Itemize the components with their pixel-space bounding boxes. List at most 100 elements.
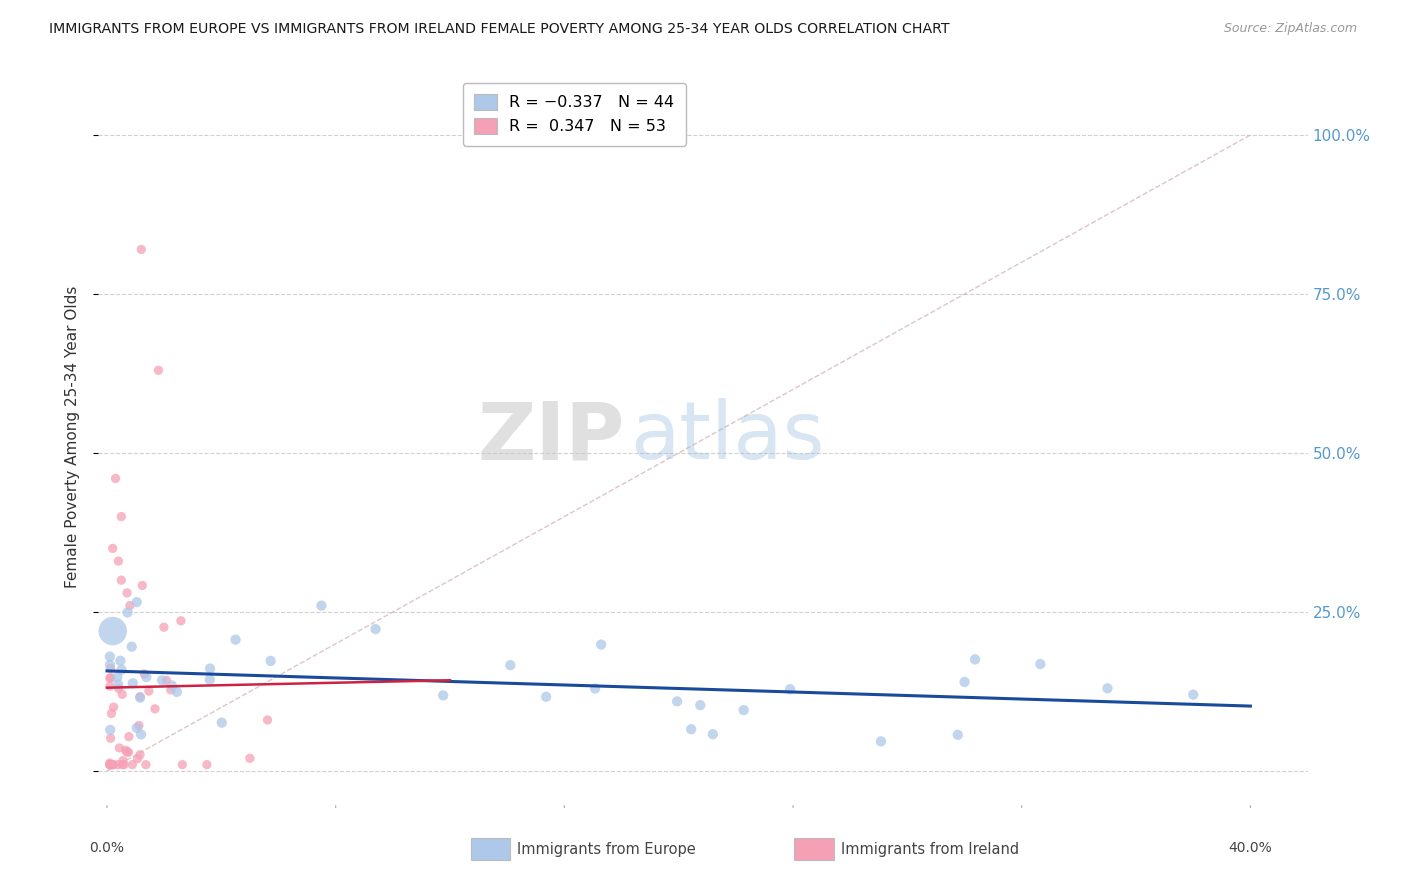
Point — [153, 620, 176, 634]
Text: atlas: atlas — [630, 398, 825, 476]
Point — [115, 745, 138, 759]
Point — [125, 595, 148, 609]
Text: 0.0%: 0.0% — [90, 841, 125, 855]
Point — [103, 700, 125, 714]
Point — [101, 541, 124, 556]
Point — [138, 684, 160, 698]
Point — [172, 757, 194, 772]
Point — [160, 678, 183, 692]
Point — [98, 671, 121, 685]
Point — [134, 667, 156, 681]
Point — [129, 727, 152, 741]
Point — [148, 363, 170, 377]
Point — [100, 671, 122, 685]
Point — [108, 740, 131, 755]
Point — [364, 622, 387, 636]
Point — [107, 681, 129, 696]
Text: 40.0%: 40.0% — [1229, 841, 1272, 855]
Point — [100, 757, 122, 772]
Point — [259, 654, 281, 668]
Point — [129, 690, 152, 705]
Point — [101, 624, 124, 638]
Point — [733, 703, 755, 717]
Text: Immigrants from Europe: Immigrants from Europe — [517, 842, 696, 856]
Point — [110, 663, 132, 677]
Point — [103, 757, 125, 772]
Point — [115, 586, 138, 600]
Point — [499, 658, 522, 673]
Point — [1182, 688, 1205, 702]
Point — [104, 471, 127, 485]
Point — [127, 752, 149, 766]
Point — [98, 757, 121, 772]
Point — [107, 677, 129, 691]
Point — [311, 599, 333, 613]
Point — [98, 649, 121, 664]
Point — [118, 599, 141, 613]
Point — [111, 757, 134, 772]
Point — [118, 730, 141, 744]
Y-axis label: Female Poverty Among 25-34 Year Olds: Female Poverty Among 25-34 Year Olds — [65, 286, 80, 588]
Text: Source: ZipAtlas.com: Source: ZipAtlas.com — [1223, 22, 1357, 36]
Point — [666, 694, 689, 708]
Point — [110, 654, 132, 668]
Point — [121, 640, 143, 654]
Point — [131, 578, 153, 592]
Point — [111, 687, 134, 701]
Point — [110, 509, 132, 524]
Point — [155, 673, 177, 688]
Point — [101, 757, 124, 772]
Point — [100, 731, 122, 746]
Point — [198, 673, 221, 687]
Point — [702, 727, 724, 741]
Point — [135, 757, 157, 772]
Point — [953, 675, 976, 690]
Point — [946, 728, 969, 742]
Point — [98, 723, 121, 737]
Point — [100, 706, 122, 721]
Point — [256, 713, 278, 727]
Point — [105, 670, 128, 684]
Point — [117, 745, 139, 759]
Point — [101, 757, 124, 772]
Point — [166, 685, 188, 699]
Point — [107, 554, 129, 568]
Point — [239, 751, 262, 765]
Point — [128, 718, 150, 732]
Point — [112, 757, 135, 772]
Text: ZIP: ZIP — [477, 398, 624, 476]
Point — [198, 661, 221, 675]
Point — [117, 606, 139, 620]
Point — [779, 682, 801, 697]
Point — [135, 670, 157, 684]
Point — [963, 652, 986, 666]
Point — [534, 690, 557, 704]
Point — [583, 681, 606, 696]
Point — [125, 721, 148, 735]
Point — [98, 679, 121, 693]
Legend: R = −0.337   N = 44, R =  0.347   N = 53: R = −0.337 N = 44, R = 0.347 N = 53 — [463, 83, 686, 145]
Point — [98, 757, 121, 772]
Point — [591, 638, 613, 652]
Point — [195, 757, 218, 772]
Point — [110, 573, 132, 587]
Point — [98, 657, 121, 672]
Point — [225, 632, 247, 647]
Point — [681, 722, 703, 736]
Point — [170, 614, 193, 628]
Text: IMMIGRANTS FROM EUROPE VS IMMIGRANTS FROM IRELAND FEMALE POVERTY AMONG 25-34 YEA: IMMIGRANTS FROM EUROPE VS IMMIGRANTS FRO… — [49, 22, 950, 37]
Point — [111, 754, 134, 768]
Point — [129, 690, 152, 704]
Point — [143, 702, 166, 716]
Point — [100, 661, 122, 675]
Point — [121, 676, 143, 690]
Point — [98, 757, 121, 772]
Point — [432, 689, 454, 703]
Point — [107, 757, 129, 772]
Point — [121, 757, 143, 772]
Point — [1029, 657, 1052, 671]
Point — [211, 715, 233, 730]
Point — [689, 698, 711, 713]
Point — [870, 734, 893, 748]
Point — [98, 756, 121, 770]
